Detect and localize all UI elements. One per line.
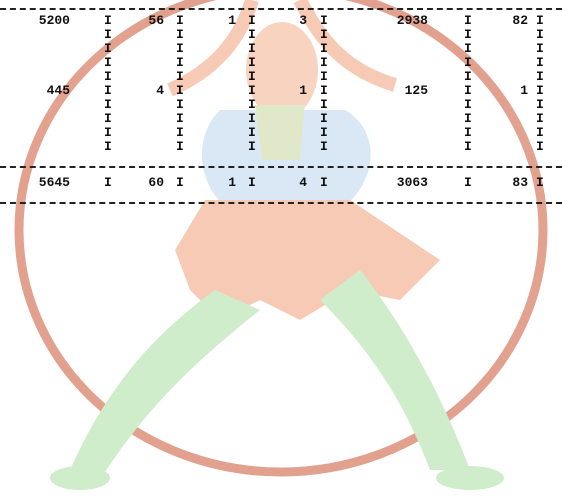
separator-c3-line5: I [248, 69, 256, 84]
separator-c4-line9: I [320, 125, 328, 140]
separator-c5-line9: I [464, 125, 472, 140]
separator-c3-line4: I [248, 55, 256, 70]
separator-c2-line10: I [176, 139, 184, 154]
ring-outline [14, 0, 548, 477]
separator-c5-line5: I [464, 69, 472, 84]
separator-c4-line4: I [320, 55, 328, 70]
separator-c1-line7: I [104, 97, 112, 112]
separator-c1-line3: I [104, 41, 112, 56]
top-dashed-rule [0, 8, 562, 10]
middle-dashed-rule [0, 166, 562, 168]
separator-c6-line1: I [536, 13, 544, 28]
separator-c6-line2: I [536, 27, 544, 42]
separator-c1-line9: I [104, 125, 112, 140]
separator-c4-line10: I [320, 139, 328, 154]
row1-col2: 56 [148, 13, 164, 28]
separator-c6-line7: I [536, 97, 544, 112]
separator-c5-line10: I [464, 139, 472, 154]
right-foot [436, 466, 504, 490]
row2-col1: 445 [46, 83, 70, 98]
separator-c1-line6: I [104, 83, 112, 98]
separator-c2-line2: I [176, 27, 184, 42]
total-sep-2: I [176, 175, 184, 190]
left-arm [167, 0, 259, 97]
separator-c3-line3: I [248, 41, 256, 56]
separator-c3-line10: I [248, 139, 256, 154]
separator-c6-line5: I [536, 69, 544, 84]
separator-c6-line3: I [536, 41, 544, 56]
separator-c2-line9: I [176, 125, 184, 140]
separator-c6-line10: I [536, 139, 544, 154]
total-col5: 3063 [396, 175, 428, 190]
separator-c2-line4: I [176, 55, 184, 70]
bottom-dashed-rule [0, 202, 562, 204]
row1-col5: 2938 [396, 13, 428, 28]
row2-col4: 1 [299, 83, 307, 98]
total-sep-3: I [248, 175, 256, 190]
separator-c6-line6: I [536, 83, 544, 98]
left-leg [70, 290, 260, 480]
total-sep-6: I [536, 175, 544, 190]
separator-c4-line8: I [320, 111, 328, 126]
separator-c5-line8: I [464, 111, 472, 126]
separator-c3-line6: I [248, 83, 256, 98]
separator-c1-line5: I [104, 69, 112, 84]
total-sep-4: I [320, 175, 328, 190]
total-sep-5: I [464, 175, 472, 190]
separator-c1-line1: I [104, 13, 112, 28]
total-col1: 5645 [38, 175, 70, 190]
separator-c5-line6: I [464, 83, 472, 98]
row1-col3: 1 [228, 13, 236, 28]
jester-head [246, 22, 318, 118]
separator-c4-line3: I [320, 41, 328, 56]
separator-c5-line3: I [464, 41, 472, 56]
total-col2: 60 [148, 175, 164, 190]
total-sep-1: I [104, 175, 112, 190]
separator-c2-line8: I [176, 111, 184, 126]
separator-c1-line4: I [104, 55, 112, 70]
row1-col4: 3 [299, 13, 307, 28]
separator-c4-line2: I [320, 27, 328, 42]
right-arm [293, 0, 398, 92]
separator-c3-line2: I [248, 27, 256, 42]
total-col3: 1 [228, 175, 236, 190]
row2-col2: 4 [156, 83, 164, 98]
separator-c3-line7: I [248, 97, 256, 112]
separator-c4-line1: I [320, 13, 328, 28]
separator-c5-line1: I [464, 13, 472, 28]
row2-col5: 125 [404, 83, 428, 98]
separator-c5-line2: I [464, 27, 472, 42]
row1-col6: 82 [512, 13, 528, 28]
separator-c4-line5: I [320, 69, 328, 84]
separator-c5-line7: I [464, 97, 472, 112]
separator-c3-line8: I [248, 111, 256, 126]
separator-c6-line8: I [536, 111, 544, 126]
separator-c2-line3: I [176, 41, 184, 56]
total-col6: 83 [512, 175, 528, 190]
separator-c3-line9: I [248, 125, 256, 140]
separator-c2-line6: I [176, 83, 184, 98]
separator-c4-line6: I [320, 83, 328, 98]
row2-col6: 1 [520, 83, 528, 98]
separator-c1-line2: I [104, 27, 112, 42]
separator-c4-line7: I [320, 97, 328, 112]
separator-c2-line7: I [176, 97, 184, 112]
left-foot [50, 466, 110, 490]
separator-c2-line5: I [176, 69, 184, 84]
separator-c5-line4: I [464, 55, 472, 70]
right-leg [320, 270, 470, 470]
separator-c2-line1: I [176, 13, 184, 28]
separator-c1-line8: I [104, 111, 112, 126]
separator-c6-line4: I [536, 55, 544, 70]
separator-c1-line10: I [104, 139, 112, 154]
separator-c3-line1: I [248, 13, 256, 28]
row1-col1: 5200 [38, 13, 70, 28]
jester-belt [255, 105, 305, 160]
total-col4: 4 [299, 175, 307, 190]
separator-c6-line9: I [536, 125, 544, 140]
